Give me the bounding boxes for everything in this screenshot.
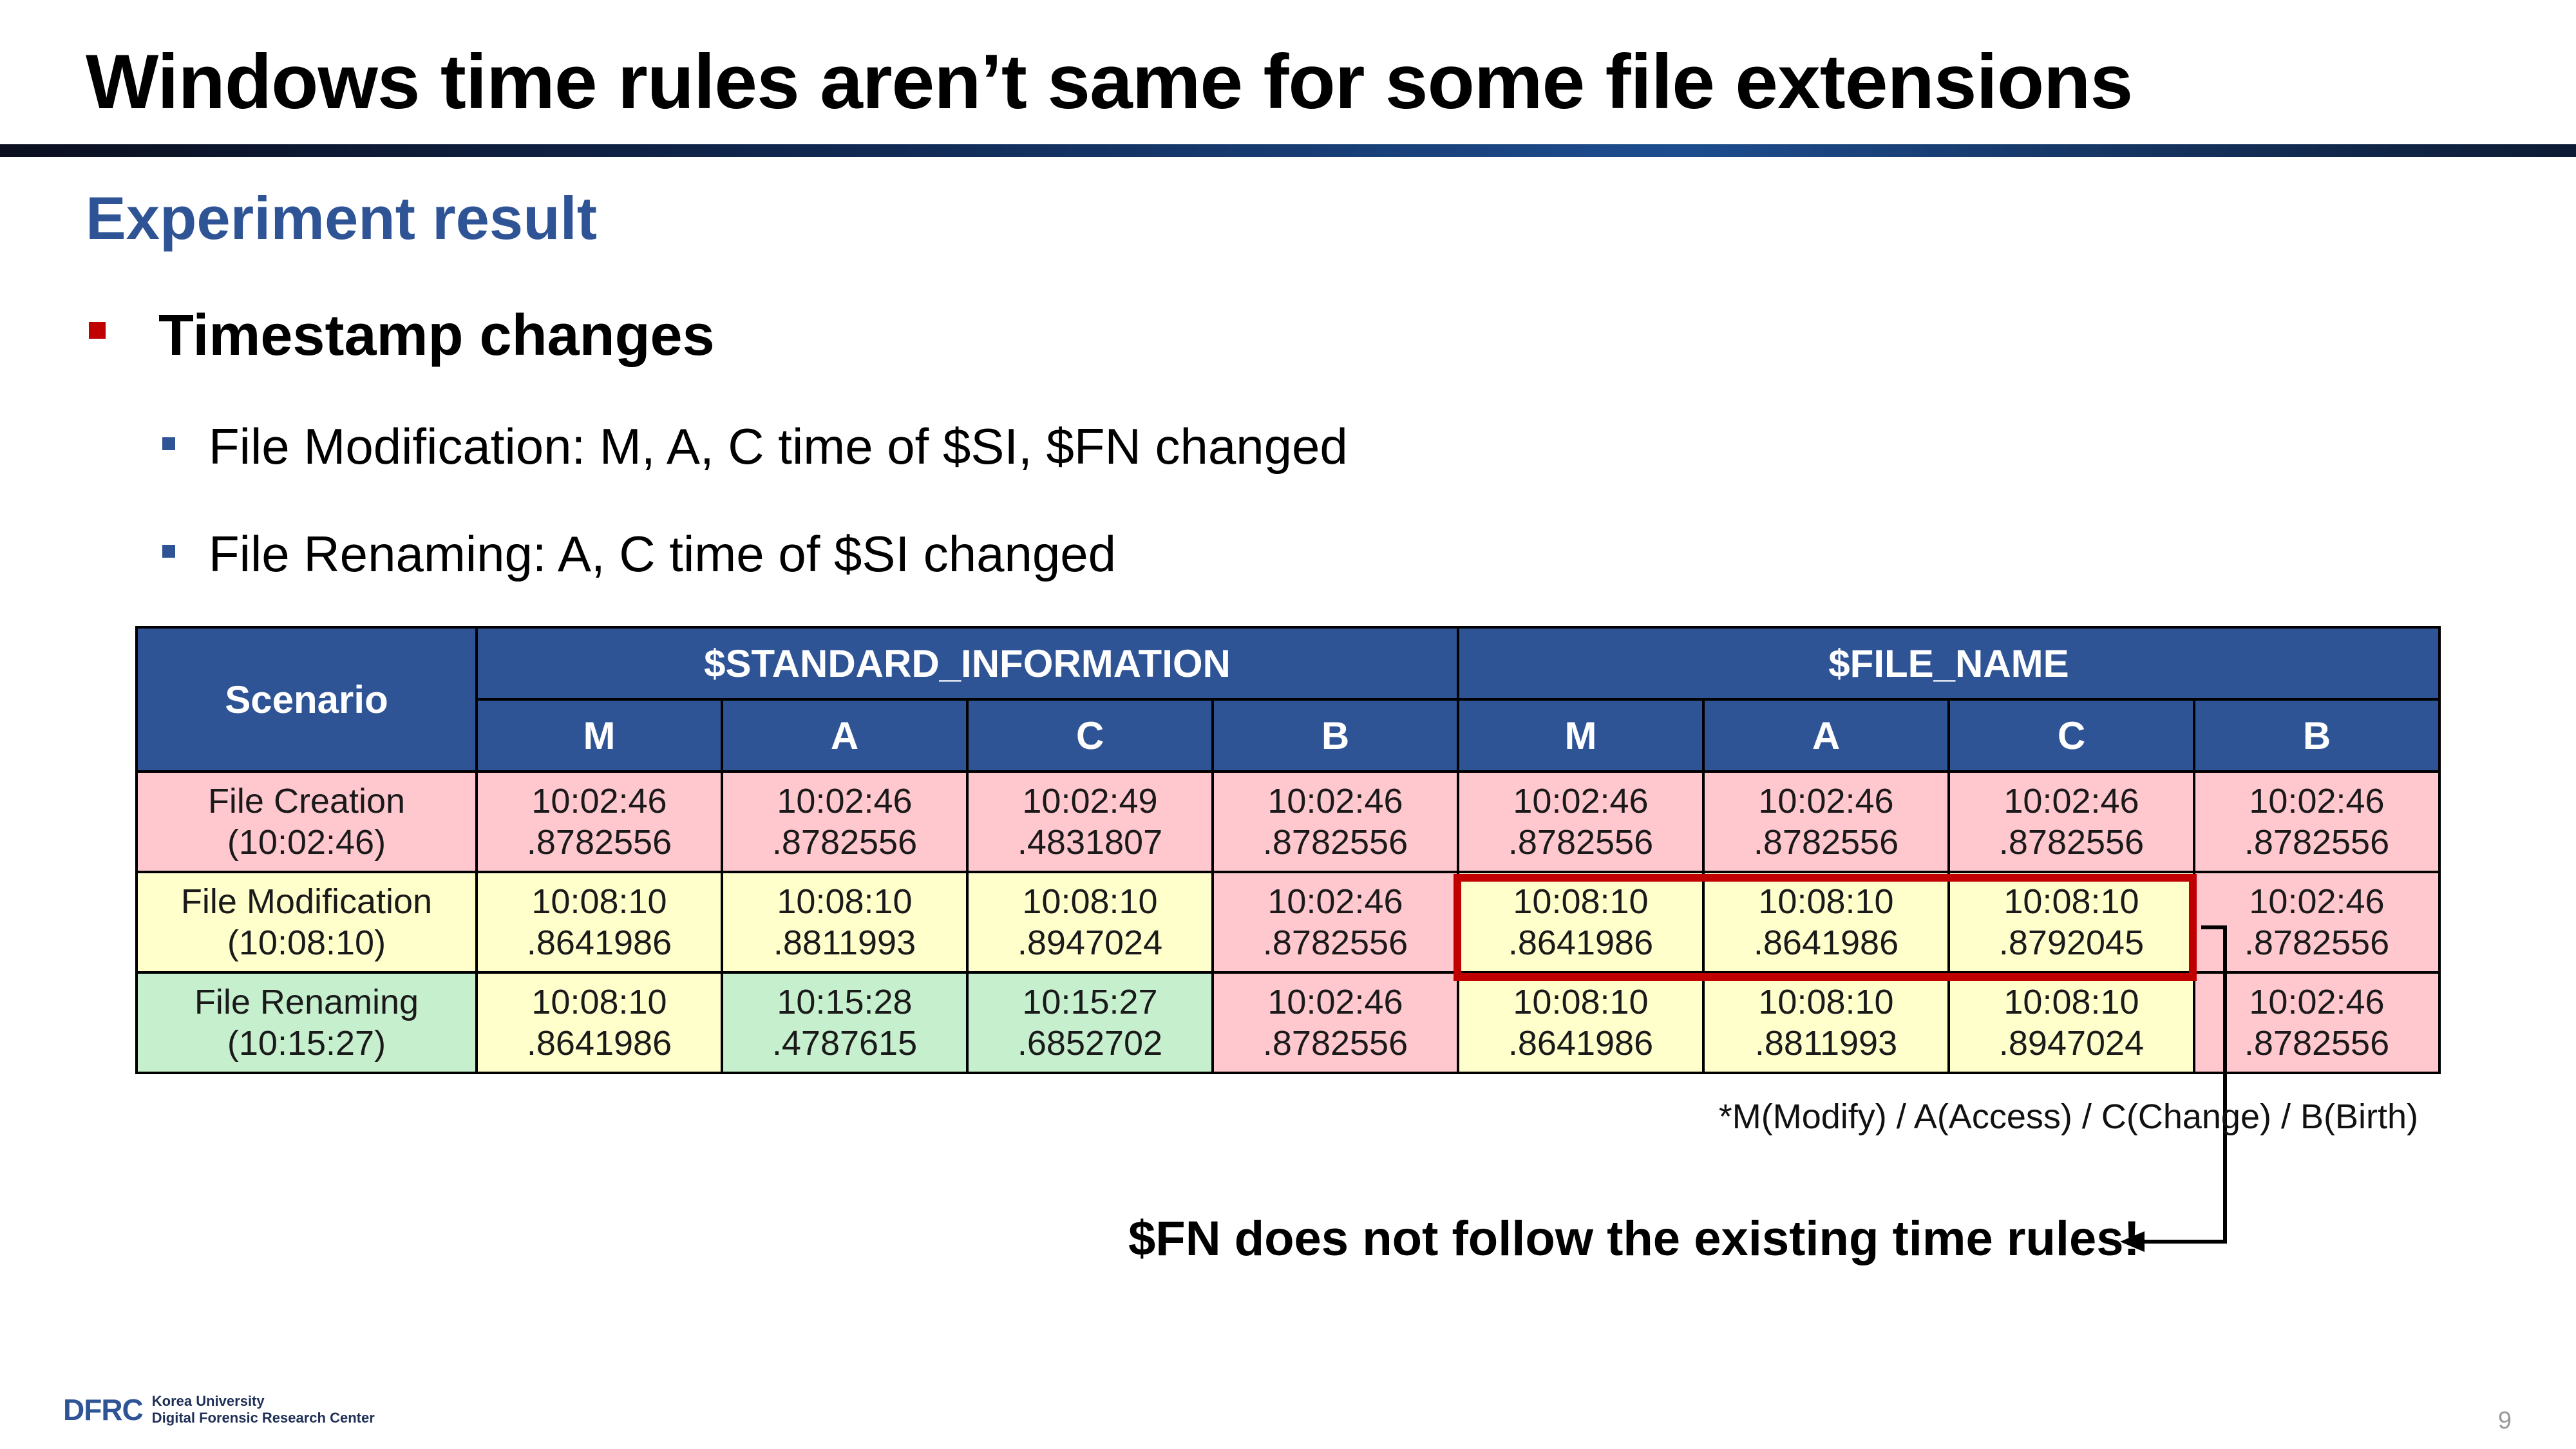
group-header-file-name: $FILE_NAME [1457,626,2441,701]
legend-footnote: *M(Modify) / A(Access) / C(Change) / B(B… [1718,1097,2418,1136]
table-cell: 10:02:46.8782556 [2193,770,2441,873]
timestamp-table: Scenario $STANDARD_INFORMATION $FILE_NAM… [135,626,2441,1074]
column-header: C [1947,698,2195,773]
table-cell: 10:08:10.8641986 [1702,871,1950,974]
title-divider [0,144,2576,157]
sub-bullet-text: File Modification: M, A, C time of $SI, … [209,418,1348,475]
table-cell: 10:08:10.8792045 [1947,871,2195,974]
table-row-file-creation: File Creation (10:02:46) 10:02:46.8782556… [135,770,2441,873]
table-cell: 10:08:10.8641986 [1457,971,1705,1074]
table-cell: 10:08:10.8811993 [1702,971,1950,1074]
column-header: A [721,698,969,773]
column-header: C [966,698,1214,773]
table-row-file-modification: File Modification (10:08:10) 10:08:10.864… [135,871,2441,974]
section-subtitle: Experiment result [86,184,598,252]
table-cell: 10:08:10.8641986 [475,971,723,1074]
bullet-timestamp-changes: Timestamp changes [89,303,715,369]
column-header: M [475,698,723,773]
scenario-cell: File Creation (10:02:46) [135,770,478,873]
table-cell: 10:15:28.4787615 [721,971,969,1074]
sub-bullet-renaming: File Renaming: A, C time of $SI changed [162,525,1116,583]
logo-line-center: Digital Forensic Research Center [151,1410,375,1426]
table-cell: 10:02:46.8782556 [1457,770,1705,873]
scenario-header: Scenario [135,626,478,773]
table-cell: 10:02:46.8782556 [1211,871,1459,974]
table-cell: 10:02:46.8782556 [2193,871,2441,974]
fn-highlight-box [1454,874,2197,981]
table-cell: 10:08:10.8641986 [1457,871,1705,974]
slide-title: Windows time rules aren’t same for some … [86,39,2133,125]
table-cell: 10:08:10.8947024 [966,871,1214,974]
table-cell: 10:02:46.8782556 [1702,770,1950,873]
table-cell: 10:08:10.8947024 [1947,971,2195,1074]
callout-text: $FN does not follow the existing time ru… [1128,1211,2140,1266]
table-cell: 10:02:46.8782556 [1211,770,1459,873]
page-number: 9 [2497,1407,2512,1434]
table-cell: 10:08:10.8811993 [721,871,969,974]
logo-mark: DFRC [63,1393,144,1426]
dfrc-logo: DFRC Korea University Digital Forensic R… [63,1392,375,1427]
table-cell: 10:02:46.8782556 [1211,971,1459,1074]
square-bullet-icon [89,322,106,339]
table-row-file-renaming: File Renaming (10:15:27) 10:08:10.8641986… [135,971,2441,1074]
group-header-standard-information: $STANDARD_INFORMATION [475,626,1459,701]
square-bullet-icon [162,545,175,558]
column-header: A [1702,698,1950,773]
logo-line-university: Korea University [151,1393,265,1409]
column-header: M [1457,698,1705,773]
table-cell: 10:02:46.8782556 [721,770,969,873]
column-header: B [2193,698,2441,773]
square-bullet-icon [162,437,175,451]
table-cell: 10:08:10.8641986 [475,871,723,974]
table-cell: 10:15:27.6852702 [966,971,1214,1074]
sub-bullet-modification: File Modification: M, A, C time of $SI, … [162,417,1348,476]
table-cell: 10:02:46.8782556 [475,770,723,873]
sub-bullet-text: File Renaming: A, C time of $SI changed [209,526,1117,582]
bullet-text: Timestamp changes [158,303,715,368]
table-cell: 10:02:46.8782556 [2193,971,2441,1074]
scenario-cell: File Modification (10:08:10) [135,871,478,974]
table-cell: 10:02:49.4831807 [966,770,1214,873]
table-cell: 10:02:46.8782556 [1947,770,2195,873]
column-header: B [1211,698,1459,773]
scenario-cell: File Renaming (10:15:27) [135,971,478,1074]
